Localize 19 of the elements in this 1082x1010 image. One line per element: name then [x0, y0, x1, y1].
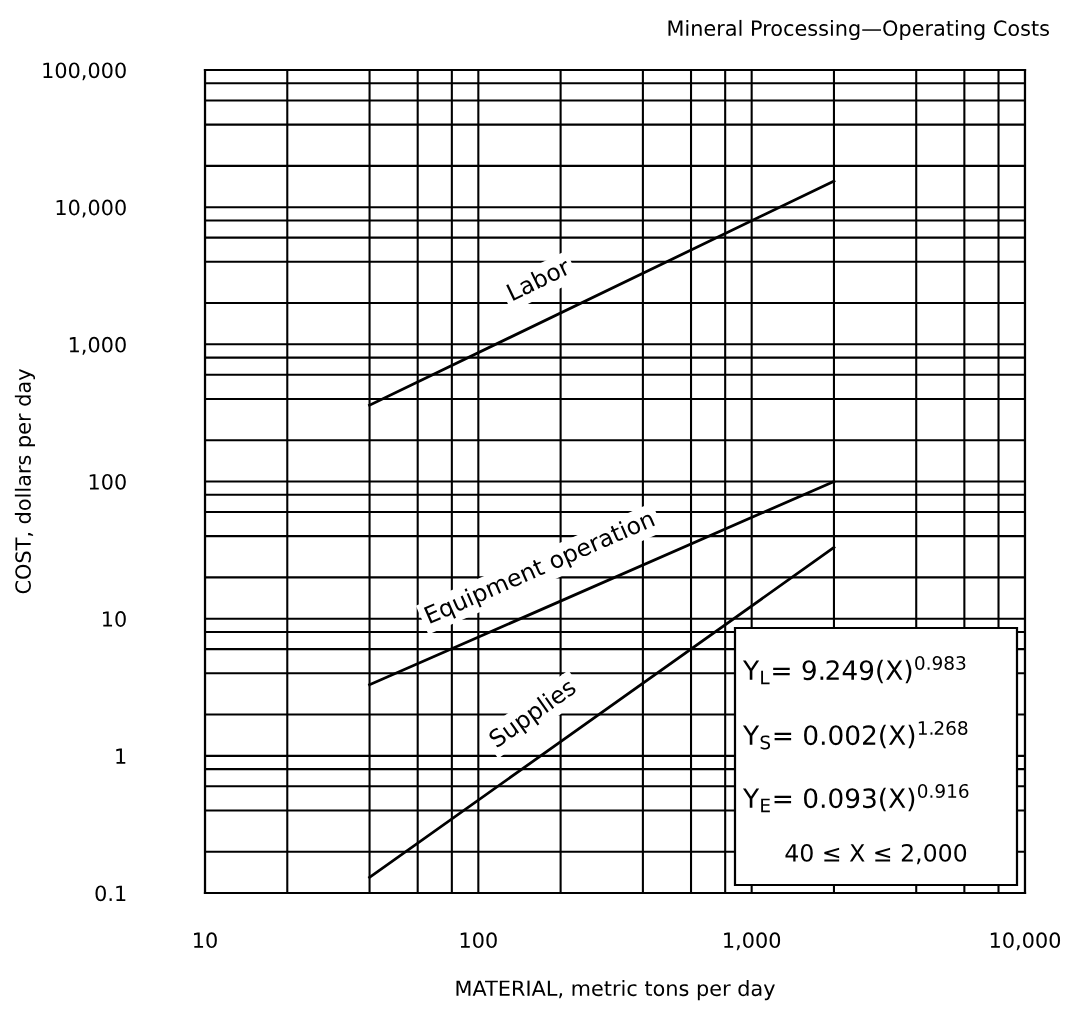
- annotation: Y$_{E}$= 0.093(X)$^{0.916}$: [742, 783, 969, 813]
- y-axis-title: COST, dollars per day: [14, 369, 35, 594]
- x-tick-label: 1,000: [724, 932, 781, 951]
- annotation: Y$_{L}$= 9.249(X)$^{0.983}$: [742, 655, 966, 685]
- y-tick-label: 100: [89, 473, 126, 490]
- y-tick-label: 10: [103, 611, 126, 627]
- x-tick-label: 10,000: [990, 932, 1061, 951]
- y-tick-label: 1,000: [69, 336, 126, 355]
- y-tick-label: 10,000: [56, 199, 126, 218]
- x-tick-label: 10: [194, 932, 217, 949]
- x-tick-label: 100: [460, 932, 497, 949]
- y-tick-label: 0.1: [95, 885, 126, 902]
- x-axis-title: MATERIAL, metric tons per day: [456, 980, 775, 1001]
- annotation: Y$_{S}$= 0.002(X)$^{1.268}$: [742, 720, 968, 750]
- y-tick-label: 100,000: [43, 62, 126, 81]
- chart-title: Mineral Processing—Operating Costs: [668, 19, 1049, 41]
- y-tick-label: 1: [116, 748, 126, 764]
- annotation: 40 ≤ X ≤ 2,000: [785, 843, 967, 865]
- text: Labor: [505, 256, 572, 301]
